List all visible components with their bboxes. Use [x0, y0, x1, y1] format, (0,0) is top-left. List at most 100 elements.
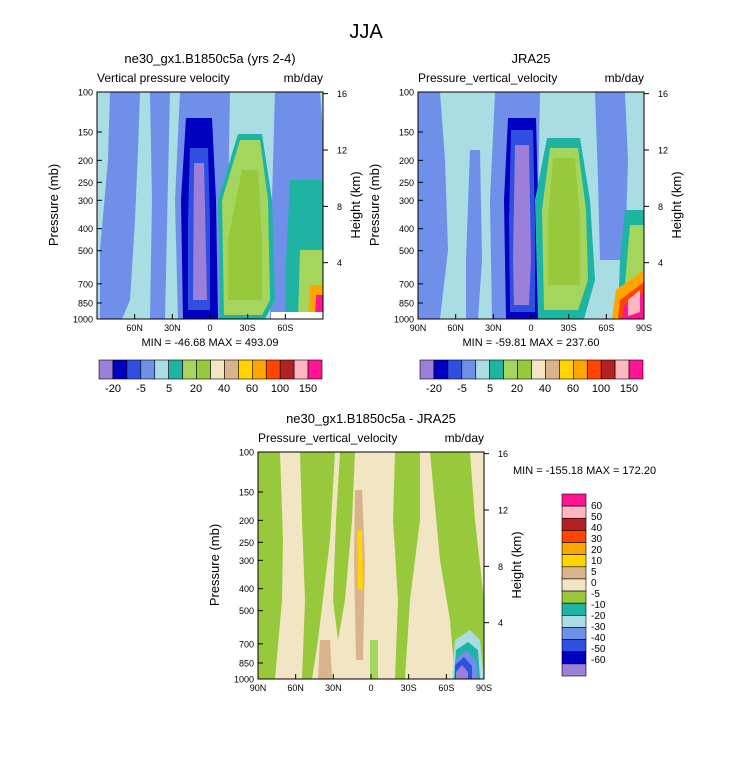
x-tick-label: 90N	[410, 323, 427, 333]
y2-axis-label: Height (km)	[669, 171, 684, 238]
colorbar-swatch	[224, 359, 239, 380]
contour-band	[193, 163, 207, 300]
colorbar-labels: -20 -5 5 20 40 60 100 150	[426, 383, 638, 395]
colorbar-label: -5	[591, 589, 600, 600]
stats-label: MIN = -46.68 MAX = 493.09	[142, 337, 279, 349]
contour-field	[418, 92, 644, 319]
colorbar-swatch	[561, 542, 587, 555]
colorbar-swatch	[154, 359, 169, 380]
x-tick-label: 60N	[126, 323, 143, 333]
y2-axis-label: Height (km)	[348, 171, 363, 238]
panel-diff: ne30_gx1.B1850c5a - JRA25 Pressure_verti…	[207, 411, 656, 693]
contour-band	[456, 665, 468, 679]
y-tick-label: 200	[239, 516, 254, 526]
y2-axis-label: Height (km)	[509, 531, 524, 598]
x-tick-label: 30S	[561, 323, 577, 333]
units-label: mb/day	[605, 71, 644, 85]
colorbar-swatch	[307, 359, 323, 380]
height-tick-label: 4	[337, 258, 342, 268]
colorbar-label: -60	[591, 655, 606, 666]
colorbar-label: -30	[591, 622, 606, 633]
contour-band	[318, 640, 332, 679]
contour-band	[628, 290, 640, 316]
contour-field	[258, 452, 484, 679]
colorbar: -20 -5 5 20 40 60 100 150	[98, 359, 323, 395]
colorbar-swatch	[98, 359, 114, 380]
colorbar-swatch	[210, 359, 225, 380]
contour-band	[548, 158, 580, 285]
y-tick-label: 400	[399, 224, 414, 234]
contour-band	[333, 452, 355, 640]
contour-band	[357, 530, 363, 590]
colorbar: 60 50 40 30 20 10 5 0 -5 -10 -20 -30 -40…	[561, 493, 606, 677]
y-tick-label: 1000	[73, 315, 93, 325]
y-tick-label: 250	[78, 178, 93, 188]
y-tick-label: 500	[78, 246, 93, 256]
colorbar-swatch	[561, 530, 587, 543]
colorbar-label: -20	[105, 383, 121, 395]
contour-band	[100, 92, 140, 319]
colorbar-swatch	[112, 359, 128, 380]
units-label: mb/day	[284, 71, 323, 85]
colorbar-swatch	[447, 359, 463, 380]
height-tick-label: 16	[658, 89, 668, 99]
colorbar-label: -50	[591, 644, 606, 655]
height-tick-label: 8	[498, 562, 503, 572]
y-tick-label: 300	[239, 556, 254, 566]
colorbar: -20 -5 5 20 40 60 100 150	[419, 359, 644, 395]
variable-label: Pressure_vertical_velocity	[418, 71, 557, 85]
colorbar-swatch	[561, 590, 587, 604]
y-tick-label: 250	[239, 538, 254, 548]
stats-label: MIN = -59.81 MAX = 237.60	[463, 337, 600, 349]
colorbar-label: 20	[190, 383, 202, 395]
colorbar-swatch	[126, 359, 142, 380]
colorbar-labels: 60 50 40 30 20 10 5 0 -5 -10 -20 -30 -40…	[591, 501, 606, 666]
panel-title: JRA25	[511, 51, 550, 66]
colorbar-label: 5	[487, 383, 493, 395]
axes: 100 150 200 250 300 400 500 700 850 1000 60N 30N 0 30…	[73, 88, 347, 334]
colorbar-swatch	[517, 359, 532, 380]
x-tick-label: 30S	[401, 683, 417, 693]
missing-data-mask	[271, 312, 323, 319]
x-tick-label: 30N	[485, 323, 502, 333]
colorbar-swatch	[545, 359, 560, 380]
height-tick-label: 16	[498, 449, 508, 459]
y-tick-label: 200	[399, 156, 414, 166]
colorbar-swatch	[503, 359, 518, 380]
colorbar-swatch	[489, 359, 504, 380]
y-tick-label: 500	[239, 606, 254, 616]
x-tick-label: 30S	[240, 323, 256, 333]
x-tick-label: 30N	[325, 683, 342, 693]
x-tick-label: 60S	[438, 683, 454, 693]
colorbar-swatch	[561, 615, 587, 628]
y-tick-label: 700	[399, 279, 414, 289]
colorbar-label: -5	[457, 383, 467, 395]
y-tick-label: 100	[399, 88, 414, 98]
colorbar-label: -5	[136, 383, 146, 395]
colorbar-label: 60	[591, 501, 603, 512]
colorbar-swatch	[561, 663, 587, 677]
height-tick-label: 12	[658, 145, 668, 155]
colorbar-label: 60	[246, 383, 258, 395]
y-tick-label: 150	[78, 127, 93, 137]
contour-band	[430, 452, 484, 679]
contour-band	[228, 170, 262, 300]
y-tick-label: 200	[78, 156, 93, 166]
colorbar-swatches	[561, 493, 587, 677]
colorbar-swatch	[573, 359, 588, 380]
panel-title: ne30_gx1.B1850c5a (yrs 2-4)	[124, 51, 295, 66]
contour-band	[466, 150, 482, 319]
colorbar-label: 20	[591, 545, 603, 556]
y-tick-label: 250	[399, 178, 414, 188]
colorbar-swatch	[561, 639, 587, 653]
height-tick-label: 8	[337, 202, 342, 212]
colorbar-swatch	[561, 578, 587, 592]
colorbar-label: 40	[218, 383, 230, 395]
height-tick-label: 16	[337, 89, 347, 99]
stats-label: MIN = -155.18 MAX = 172.20	[513, 465, 656, 477]
y-tick-label: 150	[399, 127, 414, 137]
x-tick-label: 0	[528, 323, 533, 333]
colorbar-label: 150	[299, 383, 317, 395]
